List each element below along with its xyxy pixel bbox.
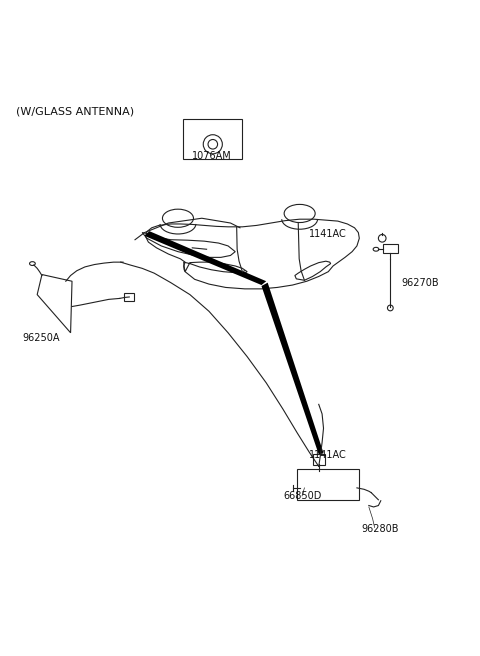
Text: (W/GLASS ANTENNA): (W/GLASS ANTENNA): [16, 106, 134, 116]
Circle shape: [387, 305, 393, 311]
Text: 1141AC: 1141AC: [309, 450, 347, 460]
Text: 66850D: 66850D: [283, 491, 321, 501]
Text: 96270B: 96270B: [401, 278, 439, 288]
Text: 1141AC: 1141AC: [309, 230, 347, 239]
Polygon shape: [262, 283, 324, 455]
Polygon shape: [144, 231, 266, 285]
Text: 96250A: 96250A: [23, 333, 60, 343]
Text: 96280B: 96280B: [362, 524, 399, 534]
Text: 1076AM: 1076AM: [192, 151, 232, 161]
